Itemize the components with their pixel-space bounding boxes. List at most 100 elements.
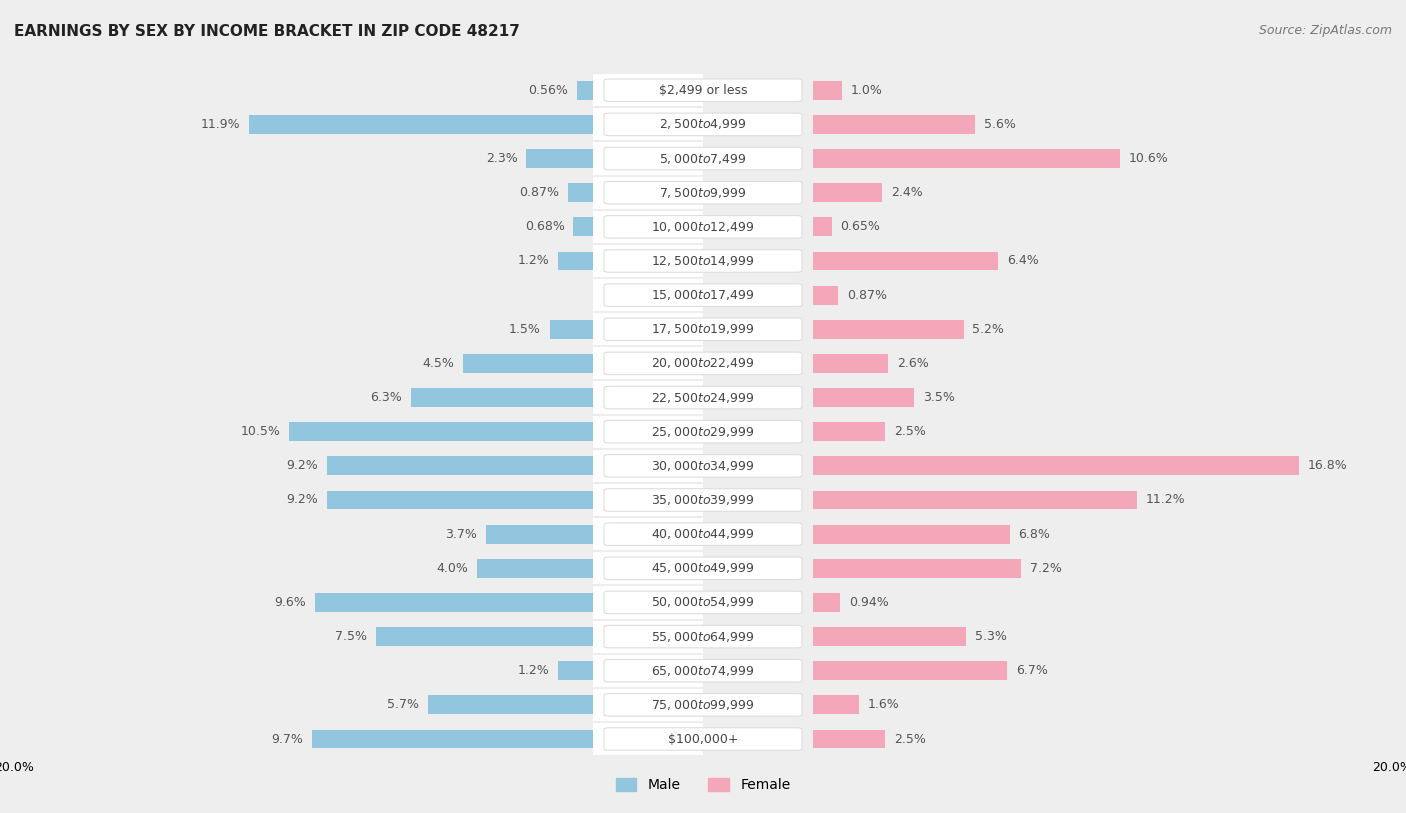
Text: 6.4%: 6.4% (1007, 254, 1039, 267)
FancyBboxPatch shape (605, 625, 801, 648)
Bar (813, 149, 1119, 168)
Text: 1.0%: 1.0% (851, 84, 883, 97)
Bar (477, 559, 593, 578)
Text: $45,000 to $49,999: $45,000 to $49,999 (651, 561, 755, 576)
Text: Source: ZipAtlas.com: Source: ZipAtlas.com (1258, 24, 1392, 37)
Bar (550, 320, 593, 339)
Bar (813, 320, 963, 339)
FancyBboxPatch shape (605, 352, 801, 375)
Bar (593, 551, 1406, 585)
FancyBboxPatch shape (605, 250, 801, 272)
Text: 9.7%: 9.7% (271, 733, 304, 746)
Text: $2,500 to $4,999: $2,500 to $4,999 (659, 117, 747, 132)
Text: 1.2%: 1.2% (517, 664, 550, 677)
Text: 4.5%: 4.5% (422, 357, 454, 370)
Bar (593, 346, 1406, 380)
Text: 0.65%: 0.65% (841, 220, 880, 233)
Text: 0.87%: 0.87% (519, 186, 560, 199)
Bar (813, 695, 859, 715)
Bar (593, 176, 1406, 210)
Bar (593, 654, 1406, 688)
Bar (813, 183, 883, 202)
FancyBboxPatch shape (605, 659, 801, 682)
Text: EARNINGS BY SEX BY INCOME BRACKET IN ZIP CODE 48217: EARNINGS BY SEX BY INCOME BRACKET IN ZIP… (14, 24, 520, 39)
Bar (813, 729, 886, 749)
Bar (593, 73, 1406, 107)
Bar (593, 278, 1406, 312)
Bar (813, 456, 1299, 476)
Bar (290, 422, 593, 441)
Bar (593, 483, 1406, 517)
Text: $50,000 to $54,999: $50,000 to $54,999 (651, 595, 755, 610)
Bar (312, 729, 593, 749)
Text: 1.2%: 1.2% (517, 254, 550, 267)
Text: $20,000 to $22,499: $20,000 to $22,499 (651, 356, 755, 371)
Bar (813, 388, 914, 407)
Bar (593, 620, 1406, 654)
Text: $100,000+: $100,000+ (668, 733, 738, 746)
Bar (593, 380, 1406, 415)
Bar (463, 354, 593, 373)
Bar (813, 661, 1007, 680)
Bar (576, 80, 593, 100)
Bar (326, 490, 593, 510)
Bar (0, 585, 703, 620)
Text: $10,000 to $12,499: $10,000 to $12,499 (651, 220, 755, 234)
Bar (593, 244, 1406, 278)
Text: 5.6%: 5.6% (984, 118, 1015, 131)
Bar (0, 312, 813, 346)
Bar (0, 585, 813, 620)
FancyBboxPatch shape (605, 420, 801, 443)
Text: 3.5%: 3.5% (922, 391, 955, 404)
Bar (593, 585, 1406, 620)
Text: 6.3%: 6.3% (370, 391, 402, 404)
Text: $25,000 to $29,999: $25,000 to $29,999 (651, 424, 755, 439)
Bar (813, 354, 889, 373)
FancyBboxPatch shape (605, 591, 801, 614)
FancyBboxPatch shape (605, 318, 801, 341)
Bar (593, 141, 1406, 176)
Bar (0, 483, 813, 517)
Text: 5.2%: 5.2% (972, 323, 1004, 336)
Text: 9.2%: 9.2% (287, 459, 318, 472)
Text: 10.6%: 10.6% (1129, 152, 1168, 165)
Text: 16.8%: 16.8% (1308, 459, 1348, 472)
Bar (526, 149, 593, 168)
Text: $7,500 to $9,999: $7,500 to $9,999 (659, 185, 747, 200)
Text: 11.2%: 11.2% (1146, 493, 1185, 506)
Bar (411, 388, 593, 407)
Bar (0, 722, 703, 756)
Bar (0, 73, 813, 107)
Bar (593, 415, 1406, 449)
Text: 6.7%: 6.7% (1015, 664, 1047, 677)
Bar (0, 449, 703, 483)
Text: $5,000 to $7,499: $5,000 to $7,499 (659, 151, 747, 166)
Bar (0, 210, 703, 244)
Bar (375, 627, 593, 646)
Bar (813, 490, 1137, 510)
Bar (0, 141, 813, 176)
FancyBboxPatch shape (605, 284, 801, 307)
Bar (813, 80, 842, 100)
Bar (486, 524, 593, 544)
Bar (568, 183, 593, 202)
FancyBboxPatch shape (605, 215, 801, 238)
Bar (0, 210, 813, 244)
Bar (0, 517, 813, 551)
Bar (813, 627, 966, 646)
Bar (0, 620, 813, 654)
Bar (0, 654, 813, 688)
Bar (813, 559, 1021, 578)
FancyBboxPatch shape (605, 386, 801, 409)
Bar (249, 115, 593, 134)
Bar (813, 115, 976, 134)
Text: 9.2%: 9.2% (287, 493, 318, 506)
Text: 3.7%: 3.7% (446, 528, 477, 541)
Bar (0, 141, 703, 176)
FancyBboxPatch shape (605, 79, 801, 102)
Bar (0, 176, 703, 210)
Bar (0, 654, 703, 688)
FancyBboxPatch shape (605, 523, 801, 546)
Text: 7.5%: 7.5% (335, 630, 367, 643)
Bar (326, 456, 593, 476)
